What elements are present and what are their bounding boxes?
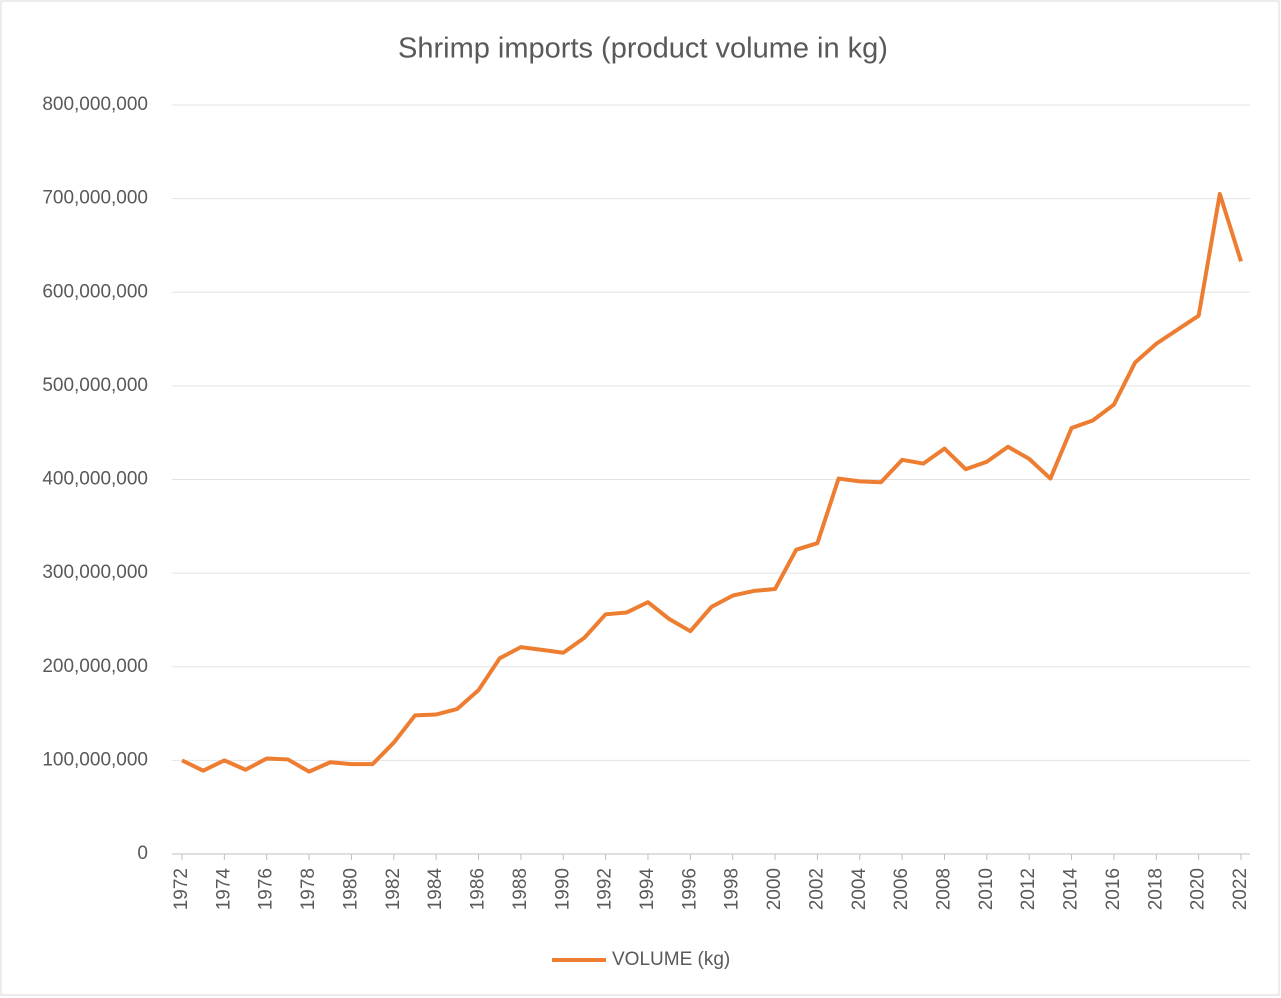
x-tick-label: 2016 — [1103, 868, 1124, 910]
chart-title: Shrimp imports (product volume in kg) — [398, 33, 888, 65]
data-line — [181, 191, 1243, 774]
y-tick-label: 200,000,000 — [42, 656, 148, 677]
x-tick-label: 2012 — [1018, 868, 1039, 910]
x-tick-label: 2000 — [764, 868, 785, 910]
y-tick-label: 0 — [137, 843, 148, 864]
x-tick-label: 2002 — [806, 868, 827, 910]
x-tick-label: 1976 — [256, 868, 277, 910]
x-tick-label: 1990 — [552, 868, 573, 910]
x-tick-label: 1994 — [637, 868, 658, 911]
y-tick-label: 300,000,000 — [42, 562, 148, 583]
y-tick-label: 400,000,000 — [42, 469, 148, 490]
x-tick-label: 2022 — [1230, 868, 1251, 910]
x-tick-label: 2006 — [891, 868, 912, 910]
legend-label: VOLUME (kg) — [612, 949, 730, 970]
x-tick-label: 2004 — [849, 868, 870, 911]
x-tick-label: 1992 — [595, 868, 616, 910]
x-tick-label: 1988 — [510, 868, 531, 910]
x-tick-label: 2018 — [1145, 868, 1166, 910]
x-tick-label: 1998 — [722, 868, 743, 910]
y-tick-label: 700,000,000 — [42, 188, 148, 209]
x-tick-label: 1984 — [425, 868, 446, 911]
y-tick-label: 800,000,000 — [42, 94, 148, 115]
x-tick-label: 1996 — [679, 868, 700, 910]
x-tick-label: 1972 — [171, 868, 192, 910]
x-tick-label: 1974 — [213, 868, 234, 911]
y-tick-label: 600,000,000 — [42, 281, 148, 302]
y-tick-label: 100,000,000 — [42, 749, 148, 770]
x-tick-label: 1978 — [298, 868, 319, 910]
x-tick-label: 2020 — [1188, 868, 1209, 910]
x-tick-label: 1986 — [468, 868, 489, 910]
y-tick-label: 500,000,000 — [42, 375, 148, 396]
x-tick-label: 2014 — [1061, 868, 1082, 911]
x-tick-label: 2008 — [933, 868, 954, 910]
x-tick-label: 1982 — [383, 868, 404, 910]
x-tick-label: 1980 — [340, 868, 361, 910]
x-tick-label: 2010 — [976, 868, 997, 910]
